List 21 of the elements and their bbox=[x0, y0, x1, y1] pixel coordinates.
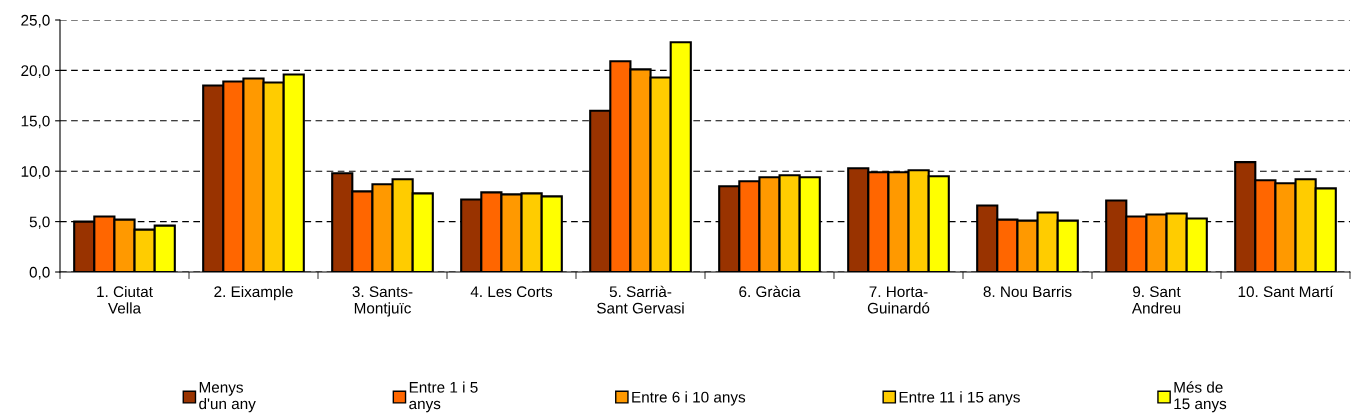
legend-label: Menys d'un any bbox=[199, 382, 256, 413]
x-tick-label: 7. Horta- Guinardó bbox=[867, 286, 930, 314]
legend-label: Entre 6 i 10 anys bbox=[632, 391, 746, 406]
x-tick-label: 5. Sarrià- Sant Gervasi bbox=[597, 285, 684, 314]
x-tick-label: 3. Sants- Montjuïc bbox=[352, 286, 413, 317]
x-tick-label: 8. Nou Barris bbox=[983, 285, 1072, 298]
y-tick-label: 15,0 bbox=[21, 115, 50, 129]
legend-label: Entre 1 i 5 anys bbox=[409, 381, 478, 413]
x-tick-label: 6. Gràcia bbox=[739, 285, 801, 298]
x-tick-label: 2. Eixample bbox=[214, 285, 293, 301]
legend-label: Més de 15 anys bbox=[1174, 381, 1227, 413]
x-tick-label: 10. Sant Martí bbox=[1238, 285, 1334, 298]
y-tick-label: 0,0 bbox=[29, 266, 50, 280]
y-tick-label: 20,0 bbox=[21, 65, 50, 78]
x-tick-label: 4. Les Corts bbox=[470, 286, 553, 298]
y-tick-label: 10,0 bbox=[21, 166, 50, 179]
y-tick-label: 25,0 bbox=[21, 14, 50, 28]
x-tick-label: 9. Sant Andreu bbox=[1131, 286, 1181, 314]
x-tick-label: 1. Ciutat Vella bbox=[97, 285, 153, 314]
y-tick-label: 5,0 bbox=[29, 216, 50, 230]
legend-label: Entre 11 i 15 anys bbox=[899, 391, 1020, 406]
